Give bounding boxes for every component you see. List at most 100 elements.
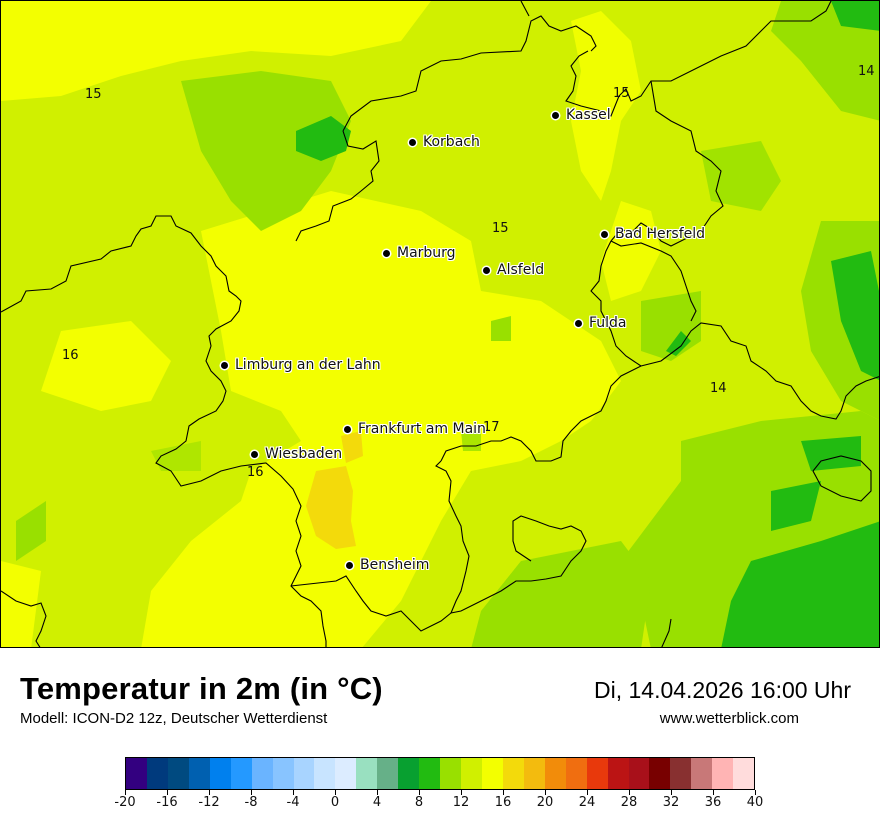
city-dot-icon bbox=[344, 425, 351, 433]
city-marker-korbach: Korbach bbox=[409, 134, 480, 150]
colorbar-tick bbox=[418, 790, 420, 795]
colorbar-tick bbox=[670, 790, 672, 795]
colorbar-tick bbox=[460, 790, 462, 795]
colorbar-bin bbox=[293, 758, 315, 789]
colorbar-tick bbox=[292, 790, 294, 795]
colorbar-tick-label: 36 bbox=[704, 795, 722, 810]
colorbar-tick-label: 8 bbox=[414, 795, 424, 810]
colorbar-bin bbox=[398, 758, 420, 789]
colorbar-bin bbox=[712, 758, 734, 789]
temperature-field bbox=[1, 1, 879, 647]
colorbar-bin bbox=[544, 758, 566, 789]
city-marker-bad-hersfeld: Bad Hersfeld bbox=[601, 226, 705, 242]
colorbar-bin bbox=[356, 758, 378, 789]
city-dot-icon bbox=[575, 319, 582, 327]
city-label: Limburg an der Lahn bbox=[235, 357, 381, 373]
colorbar-bin bbox=[670, 758, 692, 789]
isotherm-label: 15 bbox=[613, 86, 630, 101]
city-dot-icon bbox=[346, 561, 353, 569]
colorbar-bin bbox=[188, 758, 210, 789]
colorbar-tick bbox=[376, 790, 378, 795]
city-marker-bensheim: Bensheim bbox=[346, 557, 429, 573]
city-marker-fulda: Fulda bbox=[575, 315, 627, 331]
colorbar-tick-label: 40 bbox=[746, 795, 764, 810]
website-link[interactable]: www.wetterblick.com bbox=[659, 710, 799, 727]
colorbar-bin bbox=[502, 758, 524, 789]
colorbar-tick bbox=[586, 790, 588, 795]
city-dot-icon bbox=[483, 266, 490, 274]
colorbar-tick-label: -4 bbox=[286, 795, 300, 810]
colorbar-bin bbox=[607, 758, 629, 789]
colorbar-bin bbox=[146, 758, 168, 789]
isotherm-label: 15 bbox=[492, 221, 509, 236]
colorbar-tick bbox=[754, 790, 756, 795]
valid-datetime: Di, 14.04.2026 16:00 Uhr bbox=[593, 677, 851, 703]
colorbar-bin bbox=[230, 758, 252, 789]
chart-title: Temperatur in 2m (in °C) bbox=[20, 671, 383, 706]
colorbar-bin bbox=[126, 758, 147, 789]
colorbar-tick bbox=[250, 790, 252, 795]
colorbar-tick bbox=[712, 790, 714, 795]
city-label: Frankfurt am Main bbox=[358, 421, 486, 437]
temperature-map: 15 15 14 15 16 14 17 16 Kassel Korbach B… bbox=[0, 0, 880, 648]
city-dot-icon bbox=[552, 111, 559, 119]
city-label: Wiesbaden bbox=[265, 446, 343, 462]
colorbar-tick-label: 32 bbox=[662, 795, 680, 810]
colorbar-tick-label: 24 bbox=[578, 795, 596, 810]
colorbar-ticks: -20 -16 -12 -8 -4 0 4 8 12 16 20 24 28 32 36 40 bbox=[114, 790, 763, 820]
city-label: Bad Hersfeld bbox=[615, 226, 706, 242]
colorbar-bin bbox=[691, 758, 713, 789]
colorbar-bin bbox=[335, 758, 357, 789]
colorbar-tick-label: 12 bbox=[452, 795, 470, 810]
colorbar-tick-label: 28 bbox=[620, 795, 638, 810]
city-label: Fulda bbox=[589, 315, 627, 331]
city-marker-wiesbaden: Wiesbaden bbox=[251, 446, 342, 462]
colorbar-tick bbox=[166, 790, 168, 795]
colorbar-bin bbox=[586, 758, 608, 789]
city-marker-alsfeld: Alsfeld bbox=[483, 262, 544, 278]
colorbar-bin bbox=[523, 758, 545, 789]
colorbar-tick bbox=[124, 790, 126, 795]
colorbar-tick-label: 4 bbox=[372, 795, 382, 810]
city-label: Bensheim bbox=[360, 557, 430, 573]
city-dot-icon bbox=[221, 361, 228, 369]
isotherm-label: 17 bbox=[483, 420, 500, 435]
colorbar-tick-label: 0 bbox=[330, 795, 340, 810]
isotherm-label: 14 bbox=[858, 64, 875, 79]
colorbar-bin bbox=[565, 758, 587, 789]
city-marker-limburg: Limburg an der Lahn bbox=[221, 357, 381, 373]
colorbar-bin bbox=[733, 758, 755, 789]
colorbar-bin bbox=[461, 758, 482, 789]
colorbar-bin bbox=[649, 758, 671, 789]
colorbar-tick bbox=[628, 790, 630, 795]
isotherm-label: 16 bbox=[62, 348, 79, 363]
colorbar-tick bbox=[208, 790, 210, 795]
colorbar-tick-label: 16 bbox=[494, 795, 512, 810]
model-subtitle: Modell: ICON-D2 12z, Deutscher Wetterdie… bbox=[20, 710, 328, 727]
colorbar-tick bbox=[544, 790, 546, 795]
city-dot-icon bbox=[601, 230, 608, 238]
colorbar-tick-label: -20 bbox=[114, 795, 136, 810]
colorbar-bin bbox=[272, 758, 294, 789]
city-dot-icon bbox=[409, 138, 416, 146]
colorbar-tick-label: 20 bbox=[536, 795, 554, 810]
isotherm-label: 15 bbox=[85, 87, 102, 102]
colorbar-tick bbox=[334, 790, 336, 795]
colorbar-bin bbox=[419, 758, 441, 789]
isotherm-label: 14 bbox=[710, 381, 727, 396]
colorbar-bin bbox=[628, 758, 650, 789]
city-marker-kassel: Kassel bbox=[552, 107, 611, 123]
colorbar-bin bbox=[209, 758, 231, 789]
colorbar-bin bbox=[314, 758, 336, 789]
colorbar-bin bbox=[251, 758, 273, 789]
city-label: Marburg bbox=[397, 245, 456, 261]
city-marker-marburg: Marburg bbox=[383, 245, 456, 261]
city-label: Alsfeld bbox=[497, 262, 545, 278]
colorbar-tick-label: -8 bbox=[244, 795, 258, 810]
city-marker-frankfurt: Frankfurt am Main bbox=[344, 421, 486, 437]
colorbar-bin bbox=[481, 758, 503, 789]
colorbar bbox=[125, 757, 755, 790]
colorbar-tick-label: -12 bbox=[198, 795, 220, 810]
city-label: Korbach bbox=[423, 134, 480, 150]
colorbar-bin bbox=[167, 758, 189, 789]
